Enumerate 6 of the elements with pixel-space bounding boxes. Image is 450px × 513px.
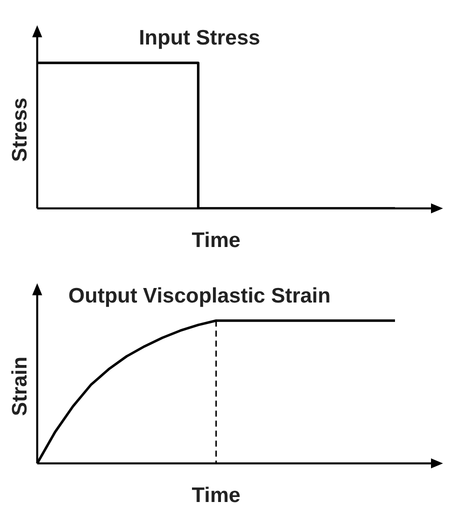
y-axis-title: Stress [8,98,32,162]
chart-title: Input Stress [138,26,260,50]
x-axis-title: Time [192,484,240,508]
x-axis-title: Time [192,229,240,252]
chart-title: Output Viscoplastic Strain [68,284,331,308]
y-axis-title: Strain [8,356,32,416]
